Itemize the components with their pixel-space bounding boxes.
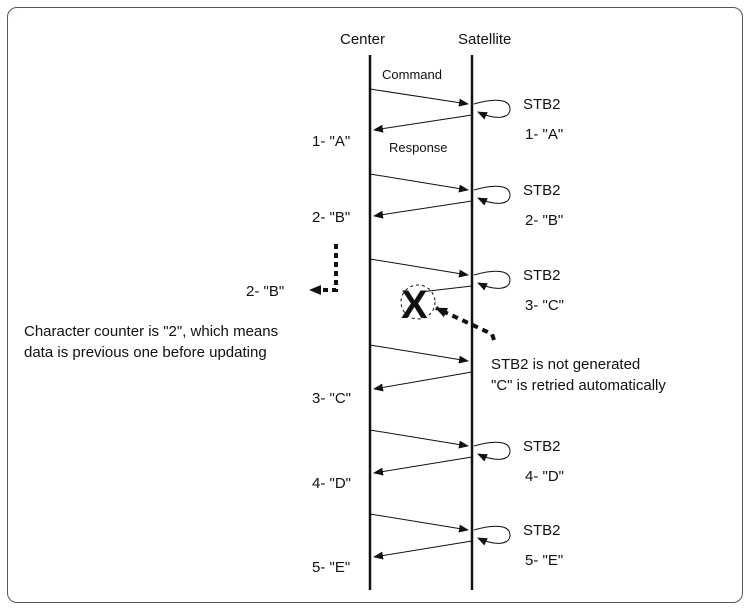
response-arrow <box>373 540 473 560</box>
stb-loop-arrow <box>473 270 511 291</box>
center-data-label: 2- "B" <box>312 209 350 226</box>
left-note-line-2: data is previous one before updating <box>24 344 267 361</box>
command-arrow <box>369 429 469 449</box>
response-arrow <box>373 456 473 476</box>
stb-label: STB2 <box>523 182 561 199</box>
satellite-data-label: 5- "E" <box>525 552 563 569</box>
stb-loop-arrow <box>473 525 511 546</box>
response-arrow <box>373 114 473 133</box>
diagram-frame <box>7 7 743 603</box>
stb-loop-arrow <box>473 441 511 462</box>
response-arrow <box>373 200 473 219</box>
stb-label: STB2 <box>523 438 561 455</box>
dotted-connector-arrow <box>309 244 338 295</box>
satellite-data-label: 4- "D" <box>525 468 564 485</box>
center-data-label: 5- "E" <box>312 559 350 576</box>
error-circle <box>400 284 436 320</box>
stb-label: STB2 <box>523 267 561 284</box>
command-arrow <box>369 88 469 107</box>
command-arrow <box>369 258 469 278</box>
stb-label: STB2 <box>523 522 561 539</box>
right-note-line-1: STB2 is not generated <box>491 356 640 373</box>
center-data-label: 3- "C" <box>312 390 351 407</box>
satellite-data-label: 1- "A" <box>525 126 563 143</box>
stb-loop-arrow <box>473 99 511 120</box>
failed-response-line <box>419 285 473 293</box>
command-arrow <box>369 513 469 533</box>
stb-label: STB2 <box>523 96 561 113</box>
stb-loop-arrow <box>473 185 511 206</box>
center-data-label: 4- "D" <box>312 475 351 492</box>
dotted-note-arrow <box>435 306 496 341</box>
command-arrow <box>369 344 469 364</box>
command-arrow <box>369 173 469 193</box>
command-label: Command <box>382 67 442 82</box>
satellite-column-header: Satellite <box>458 31 511 48</box>
response-label: Response <box>389 140 448 155</box>
satellite-data-label: 3- "C" <box>525 297 564 314</box>
right-note-line-2: "C" is retried automatically <box>491 377 666 394</box>
satellite-data-label: 2- "B" <box>525 212 563 229</box>
error-x-mark: X <box>401 283 428 327</box>
side-data-label: 2- "B" <box>246 283 284 300</box>
center-data-label: 1- "A" <box>312 133 350 150</box>
center-column-header: Center <box>340 31 385 48</box>
response-arrow <box>373 371 473 392</box>
left-note-line-1: Character counter is "2", which means <box>24 323 278 340</box>
